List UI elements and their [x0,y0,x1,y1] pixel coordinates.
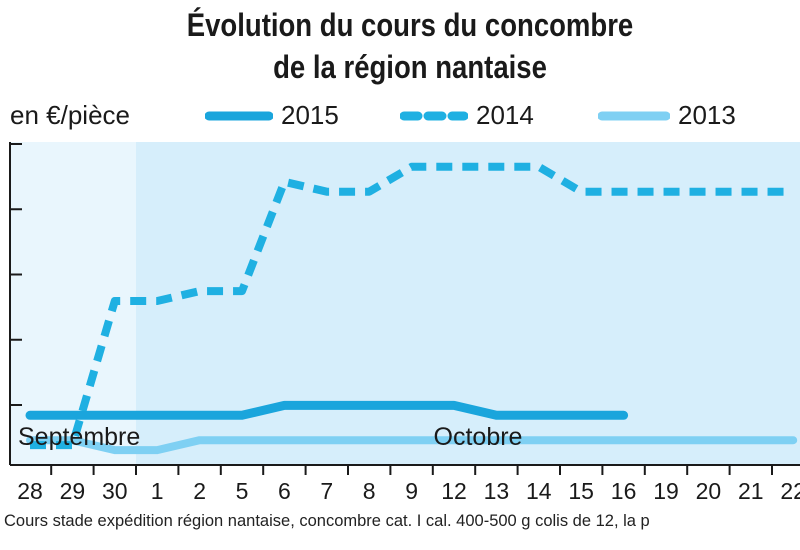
x-tick-label: 8 [363,478,376,504]
x-tick-label: 2 [193,478,206,504]
legend-swatch-2014 [400,111,468,121]
x-tick-label: 15 [568,478,594,504]
chart-subtitle: de la région nantaise [273,49,547,85]
x-tick-label: 29 [60,478,86,504]
x-tick-label: 19 [653,478,679,504]
x-tick-label: 30 [102,478,128,504]
x-tick-label: 14 [526,478,552,504]
series-line-2015 [25,400,629,420]
legend-label-2015: 2015 [281,100,339,130]
legend-item-2015: 2015 [205,100,355,132]
legend-label-2014: 2014 [476,100,534,130]
legend-item-2014: 2014 [400,100,550,132]
x-tick-label: 22 [780,478,800,504]
x-tick-label: 12 [441,478,467,504]
legend-item-2013: 2013 [598,100,758,132]
footnote: Cours stade expédition région nantaise, … [4,512,650,530]
x-tick-label: 20 [696,478,722,504]
month-label-september: Septembre [18,423,140,451]
x-tick-label: 7 [320,478,333,504]
chart-title: Évolution du cours du concombre [186,7,634,43]
y-axis-unit-label: en €/pièce [10,100,130,130]
series-line-2013 [26,436,798,455]
x-tick-label: 16 [611,478,637,504]
x-tick-label: 9 [405,478,418,504]
series-line-2014 [30,162,794,450]
x-tick-label: 21 [738,478,764,504]
x-tick-label: 5 [236,478,249,504]
month-label-october: Octobre [434,423,523,451]
line-chart: 28 29 30 1 2 5 6 7 8 9 12 13 14 15 16 19 20 21 22 Septembr… [9,142,800,504]
x-tick-label: 6 [278,478,291,504]
series-layer [25,162,798,455]
legend-swatch-2015 [205,111,273,121]
ticks-layer: 28 29 30 1 2 5 6 7 8 9 12 13 14 15 16 19 20 21 22 [10,143,800,504]
x-tick-label: 1 [151,478,164,504]
legend-label-2013: 2013 [678,100,736,130]
chart-title-block: Évolution du cours du concombre de la ré… [57,4,762,88]
legend-swatch-2013 [598,111,670,121]
x-tick-label: 28 [17,478,43,504]
x-tick-label: 13 [484,478,510,504]
